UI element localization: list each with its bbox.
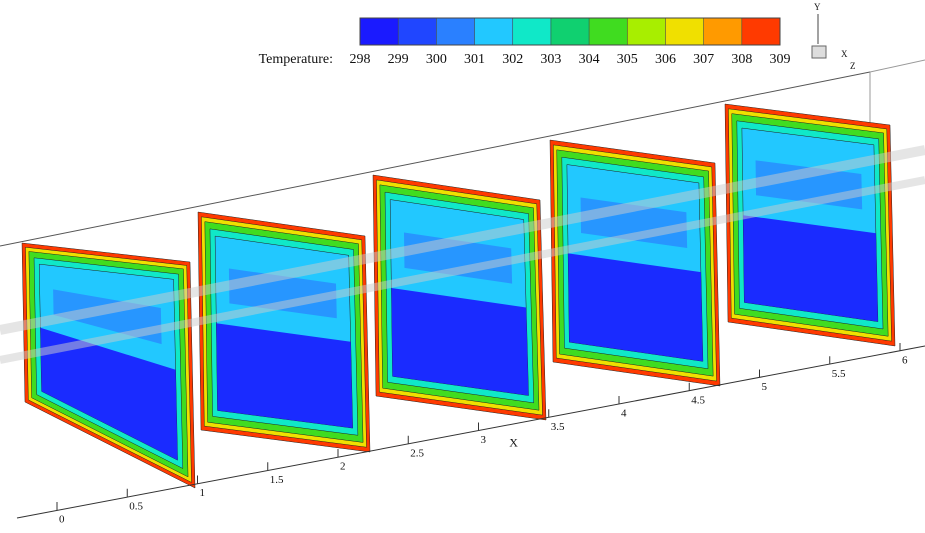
slice-cold bbox=[40, 327, 178, 461]
triad-label: Y bbox=[814, 2, 821, 12]
x-tick-label: 2.5 bbox=[410, 447, 424, 459]
slice-cold bbox=[391, 287, 529, 396]
x-tick-label: 1.5 bbox=[270, 474, 284, 486]
x-axis-line bbox=[16, 345, 925, 519]
flow-band bbox=[0, 176, 925, 364]
colorbar-band bbox=[627, 18, 666, 45]
colorbar-label: Temperature: bbox=[259, 52, 333, 67]
colorbar-tick-label: 305 bbox=[617, 52, 638, 67]
colorbar-tick-label: 301 bbox=[464, 52, 485, 67]
colorbar-tick-label: 298 bbox=[350, 52, 371, 67]
x-tick-label: 5.5 bbox=[832, 368, 846, 380]
colorbar-tick-label: 302 bbox=[502, 52, 523, 67]
x-tick-label: 4.5 bbox=[691, 394, 705, 406]
colorbar-tick-label: 307 bbox=[693, 52, 714, 67]
triad-label: Z bbox=[850, 61, 856, 71]
colorbar-tick-label: 308 bbox=[731, 52, 752, 67]
x-tick-label: 5 bbox=[762, 381, 768, 393]
colorbar-band bbox=[703, 18, 742, 45]
x-tick-label: 2 bbox=[340, 461, 346, 473]
x-tick-label: 6 bbox=[902, 355, 908, 367]
axis-triad: Y X Z bbox=[811, 2, 856, 71]
flow-band bbox=[0, 145, 925, 335]
colorbar-band bbox=[436, 18, 475, 45]
colorbar-tick-label: 304 bbox=[579, 52, 600, 67]
colorbar-band bbox=[474, 18, 513, 45]
x-axis: 0 0.5 1 1.5 2 2.5 3 3.5 4 4.5 5 5.5 6 X bbox=[16, 343, 925, 526]
colorbar-tick-label: 299 bbox=[388, 52, 409, 67]
colorbar-band bbox=[550, 18, 590, 45]
x-tick-label: 3.5 bbox=[551, 421, 565, 433]
x-axis-label: X bbox=[509, 436, 518, 450]
x-tick-label: 0.5 bbox=[129, 500, 143, 512]
contour-slices bbox=[0, 103, 925, 489]
colorbar-tick-label: 306 bbox=[655, 52, 676, 67]
colorbar-tick-label: 303 bbox=[540, 52, 561, 67]
colorbar-tick-label: 300 bbox=[426, 52, 447, 67]
colorbar-tick-label: 309 bbox=[770, 52, 791, 67]
x-tick-label: 4 bbox=[621, 408, 627, 420]
x-tick-label: 3 bbox=[481, 434, 487, 446]
colorbar-band bbox=[741, 18, 780, 45]
x-tick-label: 0 bbox=[59, 514, 65, 526]
colorbar-band bbox=[512, 18, 551, 45]
colorbar: 298 299 300 301 302 303 304 305 306 307 308 309 bbox=[350, 17, 791, 67]
slice-cold bbox=[743, 215, 878, 322]
x-tick-label: 1 bbox=[200, 487, 206, 499]
colorbar-band bbox=[665, 18, 704, 45]
colorbar-band bbox=[589, 18, 628, 45]
colorbar-band bbox=[360, 18, 399, 45]
triad-label: X bbox=[841, 49, 848, 59]
slice-cold bbox=[216, 323, 353, 429]
colorbar-band bbox=[398, 18, 437, 45]
slice-cold bbox=[568, 253, 703, 362]
